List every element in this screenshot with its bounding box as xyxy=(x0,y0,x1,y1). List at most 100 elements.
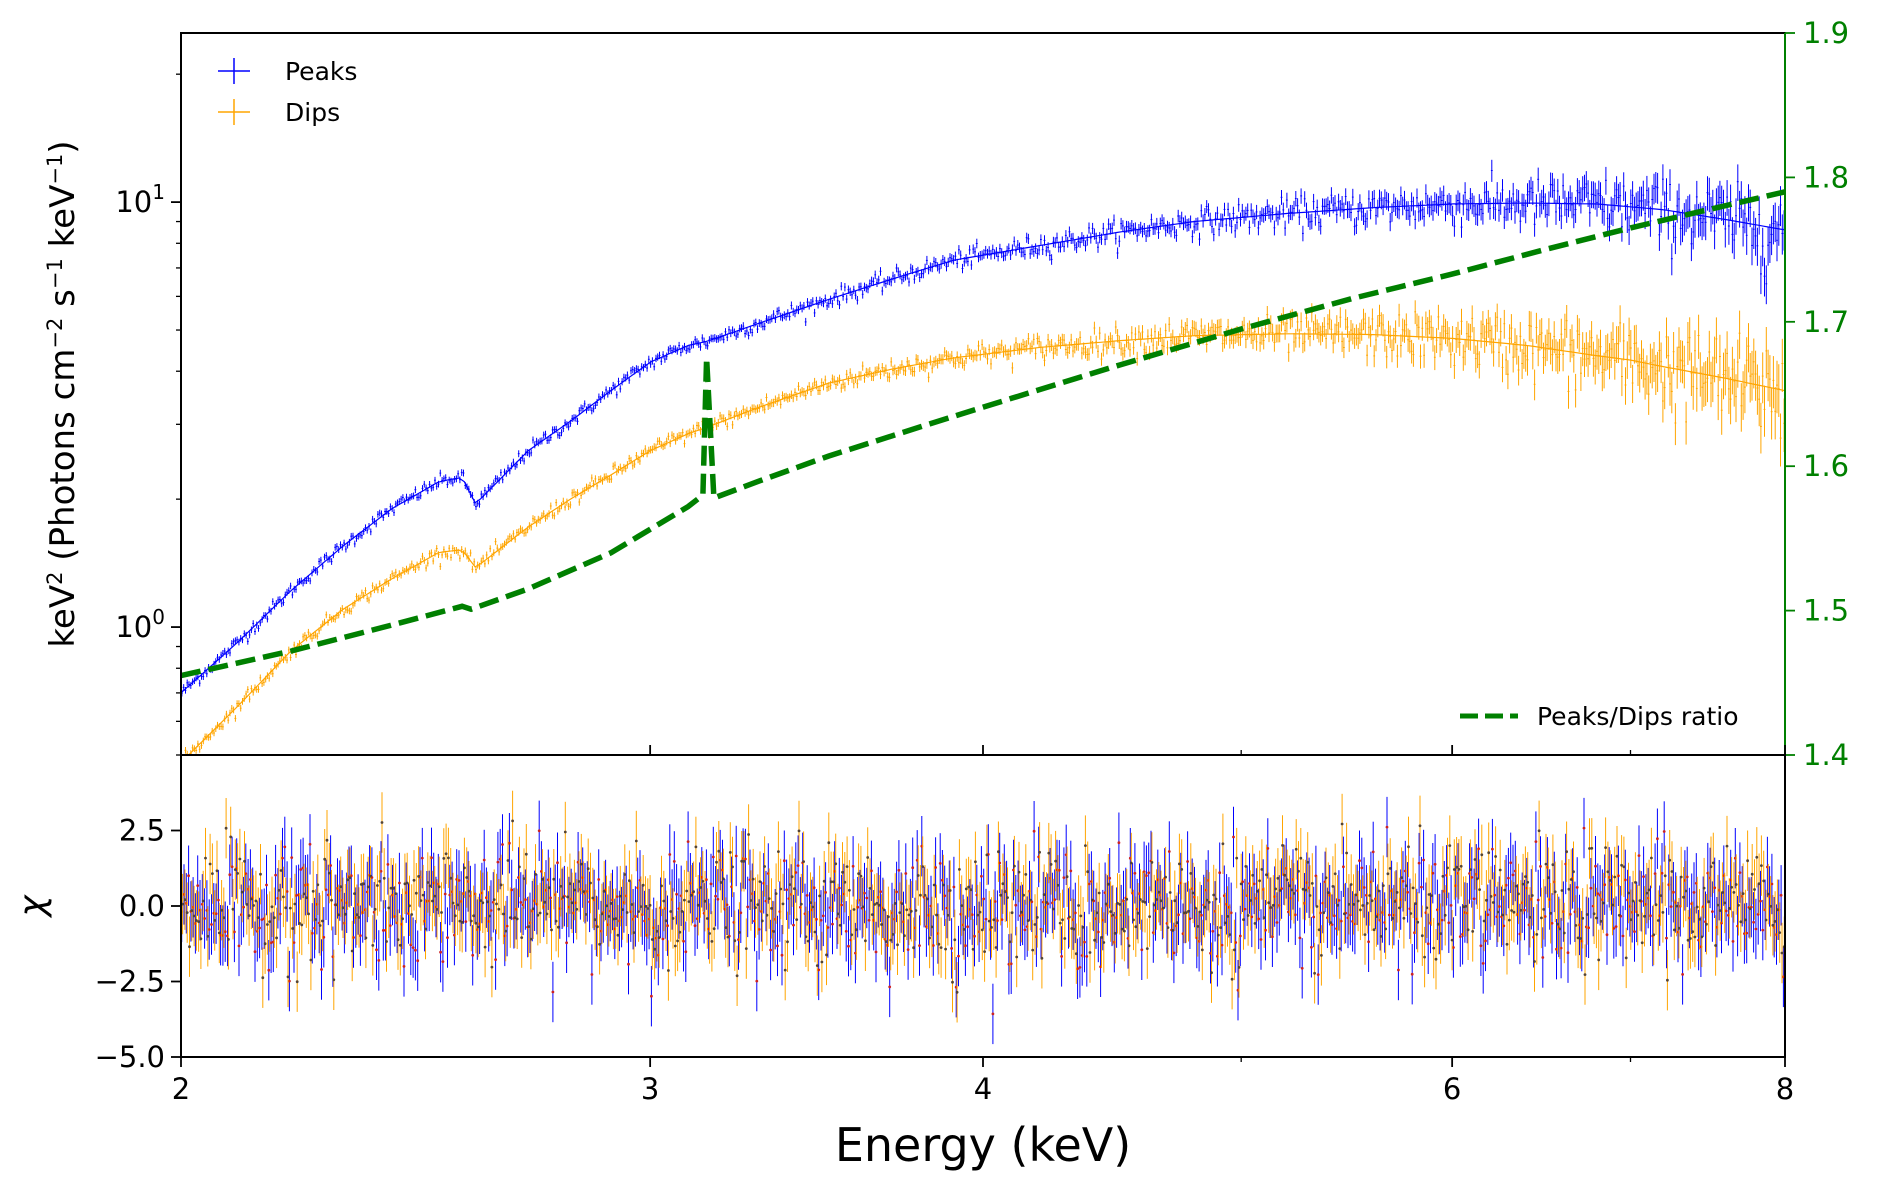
residual-point xyxy=(1587,926,1590,930)
residual-point xyxy=(627,962,630,966)
residual-point xyxy=(769,948,772,952)
residual-point xyxy=(1594,864,1597,868)
residual-point xyxy=(1300,966,1304,970)
residual-point xyxy=(1177,913,1180,917)
residual-point xyxy=(551,990,555,994)
residual-point xyxy=(1385,825,1389,829)
residual-point xyxy=(1076,967,1079,971)
residual-point xyxy=(1117,841,1121,845)
legend-ratio-label: Peaks/Dips ratio xyxy=(1537,702,1739,731)
residual-point xyxy=(299,868,303,871)
residual-point xyxy=(1083,940,1086,944)
residual-point xyxy=(1452,946,1455,949)
residual-point xyxy=(1477,847,1480,851)
residual-point xyxy=(1367,940,1370,944)
residual-point xyxy=(1447,921,1451,925)
residual-point xyxy=(1566,951,1570,955)
residual-point xyxy=(709,882,713,886)
series-dips xyxy=(184,300,1785,755)
residual-point xyxy=(792,923,795,927)
residual-point xyxy=(757,928,761,931)
spectrum-left-axis: 100 101 xyxy=(115,73,181,756)
residual-point xyxy=(755,979,759,983)
residual-point xyxy=(1250,915,1254,919)
residual-point xyxy=(1470,876,1474,879)
residual-point xyxy=(359,934,362,937)
residual-point xyxy=(1617,874,1620,878)
residual-point xyxy=(294,894,298,897)
residual-point xyxy=(1621,934,1625,938)
residual-point xyxy=(210,923,213,926)
residual-point xyxy=(1234,941,1238,944)
residual-point xyxy=(918,944,921,947)
residual-point xyxy=(258,926,261,930)
residual-point xyxy=(776,944,779,948)
residual-point xyxy=(420,856,424,860)
residual-point xyxy=(1188,917,1192,921)
residual-point xyxy=(973,934,976,938)
residual-point xyxy=(590,973,594,976)
residual-point xyxy=(1133,871,1137,875)
residual-point xyxy=(826,926,830,929)
residual-point xyxy=(217,898,220,902)
residual-point xyxy=(1312,915,1316,919)
residual-point xyxy=(1660,871,1664,875)
residual-point xyxy=(1493,893,1497,897)
residual-point xyxy=(228,873,232,877)
residual-point xyxy=(1053,898,1057,901)
ratio-tick-label: 1.5 xyxy=(1803,594,1849,628)
residual-point xyxy=(1232,835,1235,839)
legend-peaks-label: Peaks xyxy=(285,57,357,86)
residual-point xyxy=(1009,962,1013,966)
residual-point xyxy=(682,939,685,943)
residual-point xyxy=(446,936,449,939)
series-peaks xyxy=(181,159,1785,697)
residual-point xyxy=(1431,871,1435,875)
residual-point xyxy=(519,901,523,904)
residual-point xyxy=(840,903,843,907)
residual-point xyxy=(1167,850,1171,853)
residual-point xyxy=(931,944,935,947)
residual-point xyxy=(725,903,729,907)
residual-point xyxy=(464,920,468,923)
legend-entry-dips: Dips xyxy=(218,98,340,127)
residual-point xyxy=(402,965,406,968)
residual-point xyxy=(482,858,486,862)
residual-point xyxy=(457,879,461,882)
residual-point xyxy=(1472,897,1476,901)
residual-point xyxy=(1252,882,1256,886)
residual-point xyxy=(253,950,257,954)
residual-point xyxy=(233,930,236,934)
residual-point xyxy=(982,897,986,901)
residual-point xyxy=(1087,882,1091,886)
residual-point xyxy=(549,896,552,900)
residuals-data-layer xyxy=(181,790,1785,1045)
residual-point xyxy=(1681,973,1684,976)
residual-point xyxy=(711,855,715,859)
residual-point xyxy=(329,864,332,867)
residual-point xyxy=(1218,871,1222,875)
legend-entry-peaks: Peaks xyxy=(218,57,357,86)
residual-point xyxy=(1371,850,1375,854)
residual-point xyxy=(430,856,433,860)
residual-point xyxy=(381,929,385,932)
residual-point xyxy=(998,861,1002,865)
residual-point xyxy=(684,950,688,954)
residual-point xyxy=(984,917,988,921)
residual-point xyxy=(980,874,983,878)
ratio-right-axis: 1.4 1.5 1.6 1.7 1.8 1.9 xyxy=(1784,16,1849,772)
residual-point xyxy=(223,930,227,934)
residual-point xyxy=(675,892,678,896)
residual-point xyxy=(416,959,420,963)
spectrum-data-layer xyxy=(181,159,1785,755)
residual-point xyxy=(1096,930,1100,934)
residual-point xyxy=(993,900,997,903)
spectrum-y-axis-title: keV2 (Photons cm−2 s−1 keV−1) xyxy=(43,140,83,647)
residual-point xyxy=(388,924,392,927)
residual-point xyxy=(867,918,871,922)
residual-point xyxy=(1426,942,1430,946)
residual-point xyxy=(870,869,873,873)
residual-point xyxy=(1147,871,1151,875)
residual-point xyxy=(821,914,825,918)
residual-point xyxy=(230,865,234,869)
